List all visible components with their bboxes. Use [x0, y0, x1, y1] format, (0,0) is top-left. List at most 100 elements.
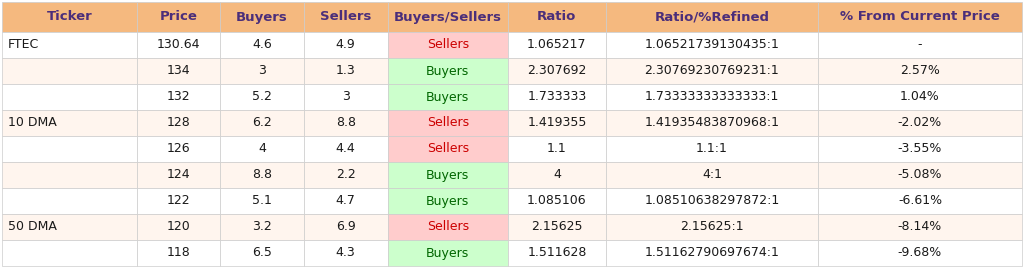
Text: 10 DMA: 10 DMA: [8, 117, 56, 129]
Bar: [136, 32, 220, 58]
Bar: [136, 136, 220, 162]
Bar: [304, 110, 387, 136]
Text: 4.4: 4.4: [336, 143, 355, 155]
Bar: [220, 214, 304, 240]
Text: 1.1: 1.1: [547, 143, 566, 155]
Text: 1.73333333333333:1: 1.73333333333333:1: [645, 91, 779, 103]
Bar: [304, 136, 387, 162]
Bar: [818, 188, 1022, 214]
Text: Sellers: Sellers: [427, 221, 469, 233]
Bar: [136, 2, 220, 32]
Bar: [508, 162, 606, 188]
Bar: [508, 58, 606, 84]
Text: Buyers: Buyers: [426, 65, 469, 77]
Text: Ratio/%Refined: Ratio/%Refined: [654, 10, 769, 24]
Bar: [818, 240, 1022, 266]
Text: 118: 118: [167, 247, 190, 259]
Text: -: -: [918, 39, 923, 51]
Text: 5.2: 5.2: [252, 91, 272, 103]
Text: Buyers: Buyers: [426, 195, 469, 207]
Text: 1.733333: 1.733333: [527, 91, 587, 103]
Text: Price: Price: [160, 10, 198, 24]
Bar: [818, 136, 1022, 162]
Bar: [508, 2, 606, 32]
Text: 2.30769230769231:1: 2.30769230769231:1: [644, 65, 779, 77]
Bar: [2, 136, 136, 162]
Bar: [136, 110, 220, 136]
Bar: [818, 162, 1022, 188]
Text: 132: 132: [167, 91, 190, 103]
Bar: [387, 162, 508, 188]
Bar: [606, 240, 818, 266]
Text: Sellers: Sellers: [427, 117, 469, 129]
Text: Buyers: Buyers: [237, 10, 288, 24]
Text: 4:1: 4:1: [701, 169, 722, 181]
Text: -6.61%: -6.61%: [898, 195, 942, 207]
Bar: [2, 84, 136, 110]
Bar: [387, 110, 508, 136]
Text: 1.41935483870968:1: 1.41935483870968:1: [644, 117, 779, 129]
Bar: [606, 110, 818, 136]
Bar: [387, 2, 508, 32]
Text: 4: 4: [553, 169, 561, 181]
Bar: [304, 188, 387, 214]
Bar: [508, 188, 606, 214]
Bar: [304, 2, 387, 32]
Bar: [606, 188, 818, 214]
Text: Sellers: Sellers: [321, 10, 372, 24]
Bar: [304, 162, 387, 188]
Text: Buyers: Buyers: [426, 247, 469, 259]
Bar: [508, 214, 606, 240]
Bar: [220, 32, 304, 58]
Text: 2.307692: 2.307692: [527, 65, 587, 77]
Bar: [818, 32, 1022, 58]
Bar: [2, 32, 136, 58]
Text: 134: 134: [167, 65, 190, 77]
Bar: [2, 162, 136, 188]
Bar: [304, 214, 387, 240]
Bar: [508, 32, 606, 58]
Text: 128: 128: [167, 117, 190, 129]
Bar: [606, 2, 818, 32]
Bar: [387, 84, 508, 110]
Text: 1.065217: 1.065217: [527, 39, 587, 51]
Text: 8.8: 8.8: [252, 169, 272, 181]
Text: % From Current Price: % From Current Price: [840, 10, 999, 24]
Bar: [387, 136, 508, 162]
Text: 120: 120: [167, 221, 190, 233]
Text: -5.08%: -5.08%: [898, 169, 942, 181]
Bar: [508, 240, 606, 266]
Bar: [387, 214, 508, 240]
Text: 6.2: 6.2: [252, 117, 272, 129]
Bar: [304, 58, 387, 84]
Bar: [304, 84, 387, 110]
Bar: [220, 2, 304, 32]
Text: 8.8: 8.8: [336, 117, 355, 129]
Bar: [818, 214, 1022, 240]
Text: -9.68%: -9.68%: [898, 247, 942, 259]
Bar: [606, 214, 818, 240]
Bar: [2, 110, 136, 136]
Text: 1.3: 1.3: [336, 65, 355, 77]
Bar: [2, 2, 136, 32]
Bar: [2, 58, 136, 84]
Bar: [304, 32, 387, 58]
Bar: [220, 84, 304, 110]
Text: 6.9: 6.9: [336, 221, 355, 233]
Bar: [220, 162, 304, 188]
Bar: [508, 84, 606, 110]
Text: 1.08510638297872:1: 1.08510638297872:1: [644, 195, 779, 207]
Bar: [220, 58, 304, 84]
Text: 1.04%: 1.04%: [900, 91, 940, 103]
Text: 3: 3: [342, 91, 349, 103]
Text: 6.5: 6.5: [252, 247, 272, 259]
Text: 4: 4: [258, 143, 266, 155]
Bar: [508, 110, 606, 136]
Bar: [818, 110, 1022, 136]
Text: 50 DMA: 50 DMA: [8, 221, 57, 233]
Text: 122: 122: [167, 195, 190, 207]
Text: 1.51162790697674:1: 1.51162790697674:1: [644, 247, 779, 259]
Bar: [387, 32, 508, 58]
Bar: [2, 240, 136, 266]
Text: 1.511628: 1.511628: [527, 247, 587, 259]
